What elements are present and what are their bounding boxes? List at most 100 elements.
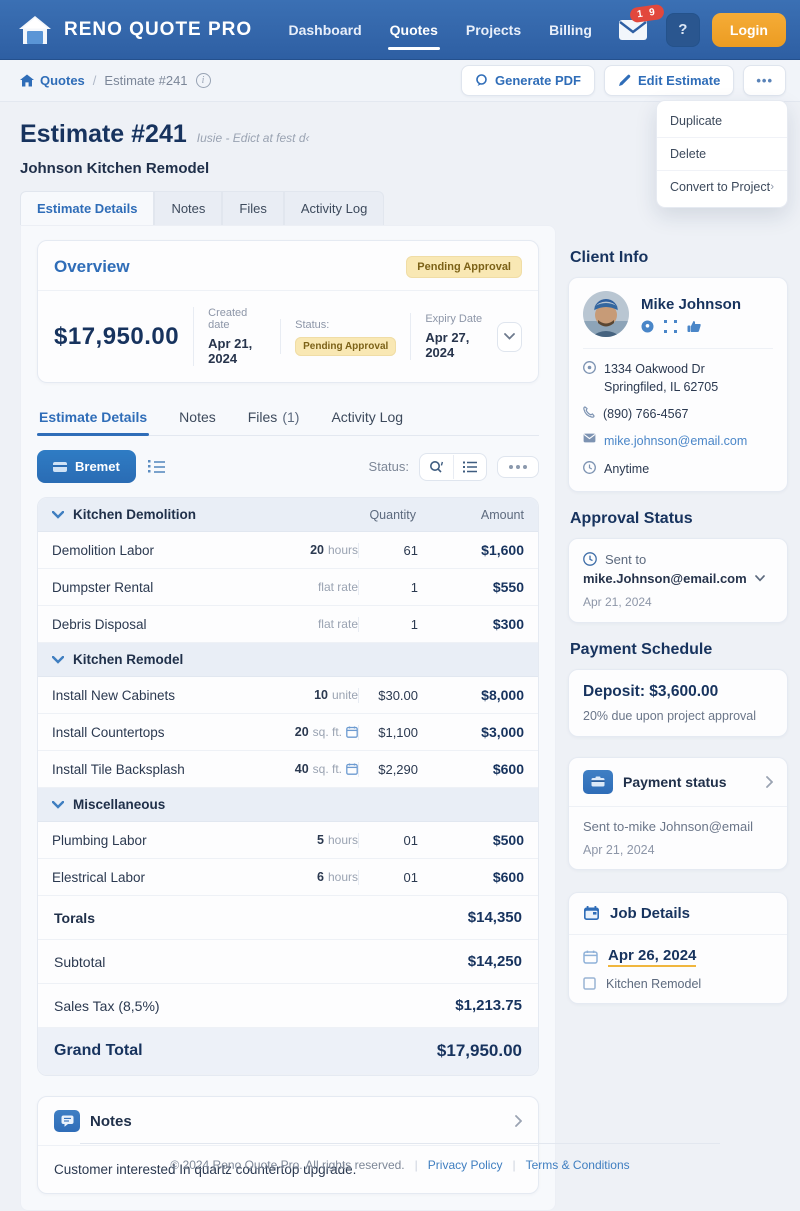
mail-button[interactable]: 1 9 xyxy=(618,3,665,45)
nav-projects[interactable]: Projects xyxy=(465,21,522,38)
phone-icon xyxy=(583,406,595,423)
created-date-field: Created date Apr 21, 2024 xyxy=(193,307,266,366)
status-filter-label: Status: xyxy=(368,459,409,474)
payment-status-heading: Payment status xyxy=(623,773,727,790)
approval-status-card: Sent to mike.Johnson@email.com Apr 21, 2… xyxy=(568,537,788,623)
list-view-toggle[interactable] xyxy=(453,454,486,479)
inner-tab-files[interactable]: Files (1) xyxy=(247,409,300,425)
deposit-amount: Deposit: $3,600.00 xyxy=(583,682,719,700)
job-date: Apr 26, 2024 xyxy=(608,947,697,967)
edit-estimate-button[interactable]: Edit Estimate xyxy=(603,65,735,96)
expiry-date-field: Expiry Date Apr 27, 2024 xyxy=(410,313,483,360)
breadcrumb-quotes[interactable]: Quotes xyxy=(20,73,85,88)
job-date-row: Apr 26, 2024 xyxy=(583,947,773,967)
nav-quotes[interactable]: Quotes xyxy=(387,12,441,50)
table-row[interactable]: Plumbing Labor 5 hours 01 $500 xyxy=(38,822,538,859)
info-icon[interactable]: i xyxy=(195,73,211,88)
help-button[interactable]: ? xyxy=(665,12,700,47)
card-icon xyxy=(53,461,67,473)
sales-tax-row: Sales Tax (8,5%) $1,213.75 xyxy=(38,984,538,1028)
tab-files[interactable]: Files xyxy=(222,191,284,225)
chevron-right-icon: › xyxy=(770,181,774,193)
chevron-down-icon xyxy=(52,800,64,809)
inner-tab-bar: Estimate Details Notes Files (1) Activity… xyxy=(37,401,539,436)
section-miscellaneous[interactable]: Miscellaneous xyxy=(38,788,538,822)
table-row[interactable]: Debris Disposal flat rate 1 $300 xyxy=(38,606,538,643)
menu-item-duplicate[interactable]: Duplicate xyxy=(670,114,723,128)
status-field: Status: Pending Approval xyxy=(280,319,397,356)
expand-grid-icon[interactable] xyxy=(664,319,677,333)
more-options-button[interactable]: ••• xyxy=(743,65,786,96)
thumbs-up-icon[interactable] xyxy=(687,320,701,333)
ellipsis-icon: ••• xyxy=(756,73,773,88)
estimate-panel: Overview Pending Approval $17,950.00 Cre… xyxy=(20,225,556,1211)
job-type-row: Kitchen Remodel xyxy=(583,977,773,991)
inner-tab-estimate-details[interactable]: Estimate Details xyxy=(37,401,150,436)
client-email[interactable]: mike.johnson@email.com xyxy=(583,432,773,450)
table-row[interactable]: Install Tile Backsplash 40 sq. ft. $2,290… xyxy=(38,751,538,788)
page-title: Estimate #241 xyxy=(20,120,187,148)
privacy-policy-link[interactable]: Privacy Policy xyxy=(427,1158,503,1172)
tab-estimate-details[interactable]: Estimate Details xyxy=(20,191,155,225)
numbered-list-icon[interactable] xyxy=(147,459,165,474)
chevron-down-icon[interactable] xyxy=(754,574,765,582)
terms-conditions-link[interactable]: Terms & Conditions xyxy=(525,1158,630,1172)
copyright-text: © 2024 Reno Quote Pro. All rights reserv… xyxy=(170,1158,405,1172)
column-quantity: Quantity xyxy=(369,507,416,522)
page-title-note: Iusie - Edict at fest d‹ xyxy=(196,131,310,145)
table-row[interactable]: Elestrical Labor 6 hours 01 $600 xyxy=(38,859,538,896)
menu-item-delete[interactable]: Delete xyxy=(657,137,787,170)
chat-icon xyxy=(54,1110,80,1132)
table-row[interactable]: Install New Cabinets 10 unite $30.00 $8,0… xyxy=(38,677,538,714)
notes-heading: Notes xyxy=(90,1112,132,1130)
bremet-button[interactable]: Bremet xyxy=(37,450,136,483)
deposit-terms: 20% due upon project approval xyxy=(583,708,757,723)
table-row[interactable]: Install Countertops 20 sq. ft. $1,100 $3,… xyxy=(38,714,538,751)
section-kitchen-remodel[interactable]: Kitchen Remodel xyxy=(38,643,538,677)
location-pin-icon[interactable] xyxy=(641,320,654,333)
top-navbar: RENO QUOTE PRO Dashboard Quotes Projects… xyxy=(0,0,800,60)
generate-pdf-icon xyxy=(475,74,488,87)
estimate-toolbar: Bremet Status: xyxy=(37,450,539,483)
list-icon xyxy=(463,461,477,472)
chevron-down-icon xyxy=(52,655,64,664)
menu-item-convert-to-project[interactable]: Convert to Project › xyxy=(657,170,787,203)
estimate-total: $17,950.00 xyxy=(54,322,180,350)
checkbox-icon[interactable] xyxy=(583,977,596,990)
search-toggle[interactable] xyxy=(420,454,453,480)
nav-billing[interactable]: Billing xyxy=(549,21,592,38)
email-icon xyxy=(583,433,596,450)
wallet-icon xyxy=(583,769,613,794)
toolbar-more-button[interactable] xyxy=(497,455,539,478)
section-kitchen-demolition[interactable]: Kitchen Demolition Quantity Amount xyxy=(38,498,538,532)
nav-dashboard[interactable]: Dashboard xyxy=(288,21,362,38)
client-availability: Anytime xyxy=(583,460,773,478)
calendar-icon xyxy=(583,905,600,921)
brand-home-link[interactable]: RENO QUOTE PRO xyxy=(16,13,252,47)
chevron-right-icon[interactable] xyxy=(766,775,773,788)
tab-notes[interactable]: Notes xyxy=(154,191,223,225)
approval-status-heading: Approval Status xyxy=(570,509,693,527)
main-content: Overview Pending Approval $17,950.00 Cre… xyxy=(0,225,800,1211)
search-icon xyxy=(430,460,444,473)
overview-collapse-button[interactable] xyxy=(497,321,522,352)
table-row[interactable]: Demolition Labor 20 hours 61 $1,600 xyxy=(38,532,538,569)
job-details-card: Job Details Apr 26, 2024 Kitchen Remodel xyxy=(568,891,788,1004)
status-badge-small: Pending Approval xyxy=(295,337,397,356)
clock-icon xyxy=(583,460,596,478)
calendar-icon xyxy=(346,726,358,738)
tab-activity-log[interactable]: Activity Log xyxy=(283,191,385,225)
chevron-right-icon[interactable] xyxy=(515,1115,522,1127)
inner-tab-notes[interactable]: Notes xyxy=(179,409,216,425)
payment-status-date: Apr 21, 2024 xyxy=(583,842,655,857)
client-phone: (890) 766-4567 xyxy=(583,405,773,423)
login-button[interactable]: Login xyxy=(711,12,786,47)
column-amount: Amount xyxy=(480,507,524,522)
inner-tab-activity-log[interactable]: Activity Log xyxy=(331,409,404,425)
client-avatar xyxy=(583,291,629,337)
generate-pdf-button[interactable]: Generate PDF xyxy=(461,65,595,96)
approval-email: mike.Johnson@email.com xyxy=(583,570,747,586)
mail-icon xyxy=(618,18,654,42)
breadcrumb-current: Estimate #241 xyxy=(104,73,188,88)
table-row[interactable]: Dumpster Rental flat rate 1 $550 xyxy=(38,569,538,606)
